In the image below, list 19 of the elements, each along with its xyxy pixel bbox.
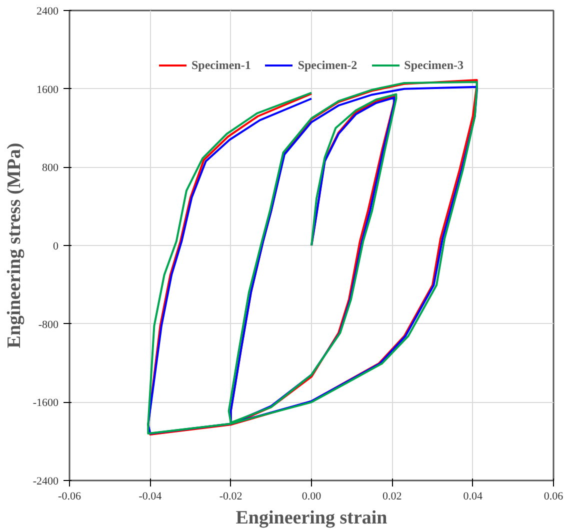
y-tick-label: -800 [38,318,59,331]
x-tick-label: -0.06 [58,490,82,502]
y-tick-label: -2400 [32,476,59,488]
y-tick-label: -1600 [32,397,59,410]
legend-label: Specimen-3 [404,58,464,72]
y-tick-label: 2400 [36,6,59,18]
x-axis-title: Engineering strain [236,508,388,528]
y-tick-label: 800 [42,162,59,174]
y-tick-label: 1600 [36,84,59,96]
y-tick-label: 0 [53,240,59,252]
x-tick-label: 0.06 [544,490,564,502]
x-tick-label: 0.04 [463,490,483,502]
legend-label: Specimen-2 [298,58,358,72]
y-axis-title: Engineering stress (MPa) [4,142,25,348]
x-tick-label: 0.02 [382,490,402,502]
x-tick-label: -0.02 [219,490,242,502]
x-tick-label: 0.00 [302,490,322,502]
legend-label: Specimen-1 [192,58,251,72]
x-tick-label: -0.04 [138,490,162,502]
